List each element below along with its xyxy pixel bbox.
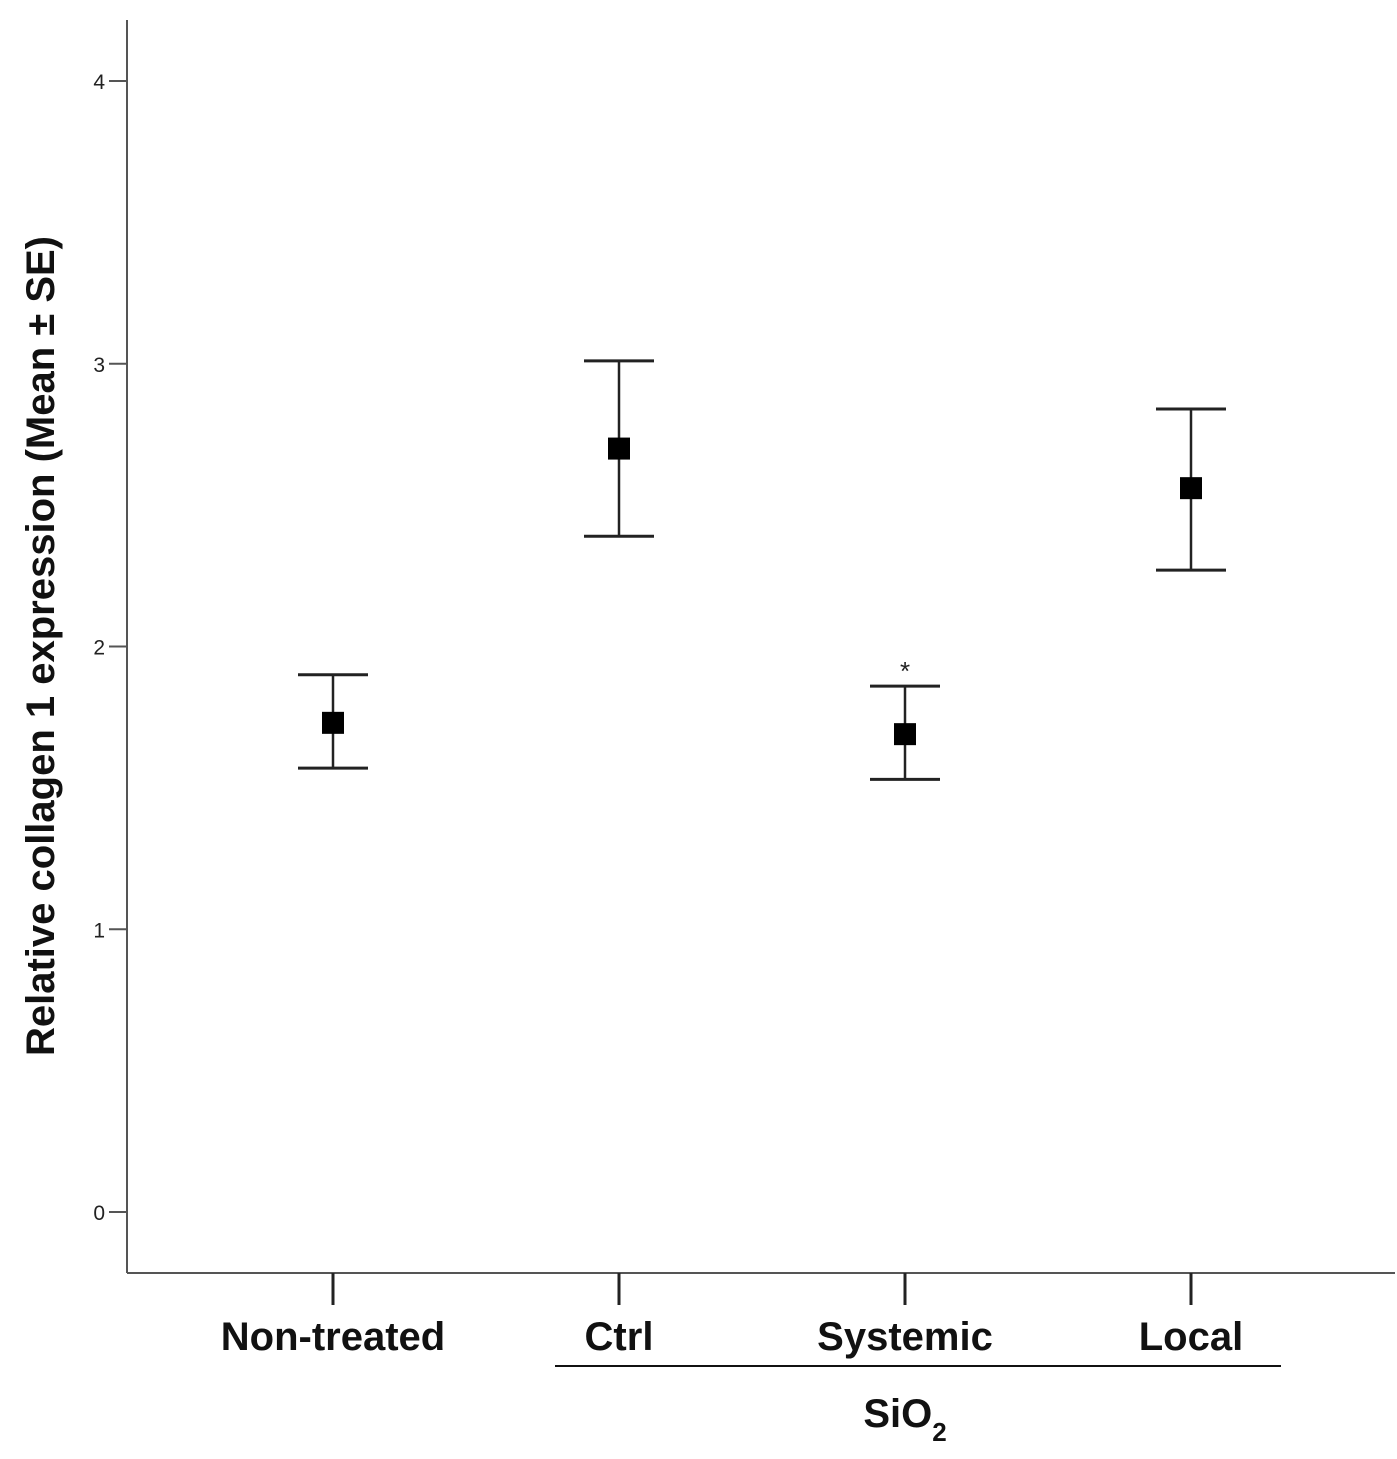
x-tick-label: Ctrl	[585, 1315, 654, 1359]
mean-marker	[894, 723, 916, 746]
mean-marker	[322, 711, 344, 734]
x-tick-label: Systemic	[817, 1315, 993, 1359]
x-ticks: Non-treated Ctrl Systemic Local	[221, 1273, 1243, 1359]
y-tick-label: 2	[93, 637, 105, 660]
group-label: SiO2	[863, 1392, 946, 1447]
mean-marker	[608, 437, 630, 460]
mean-marker	[1180, 477, 1202, 500]
significance-asterisk: *	[900, 656, 910, 686]
annotations: *	[900, 656, 910, 686]
y-tick-label: 4	[93, 71, 105, 94]
group-label-subscript: 2	[932, 1417, 946, 1447]
group-label-main: SiO	[863, 1392, 932, 1436]
x-tick-label: Non-treated	[221, 1315, 445, 1359]
data-markers	[322, 437, 1202, 746]
x-tick-label: Local	[1139, 1315, 1243, 1359]
error-bars	[298, 359, 1226, 781]
y-tick-label: 0	[93, 1202, 105, 1225]
y-tick-label: 1	[93, 919, 105, 942]
y-tick-label: 3	[93, 354, 105, 377]
y-ticks: 0 1 2 3 4	[93, 71, 127, 1225]
y-axis-label: Relative collagen 1 expression (Mean ± S…	[19, 236, 63, 1056]
